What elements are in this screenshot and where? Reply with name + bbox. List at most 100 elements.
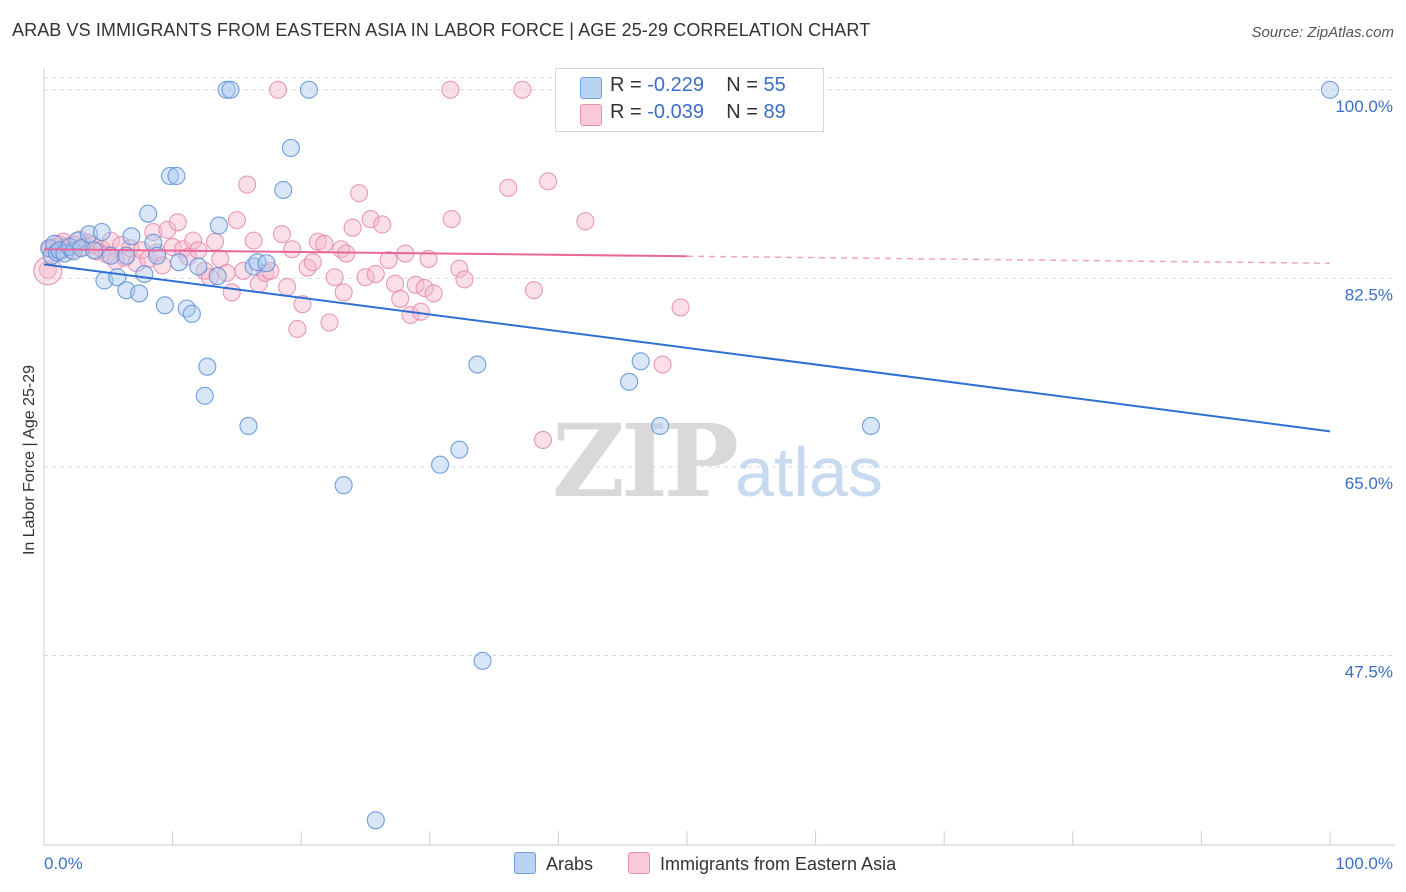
immigrants-point bbox=[303, 253, 322, 272]
y-tick-label: 47.5% bbox=[1345, 662, 1393, 681]
immigrants-point bbox=[244, 231, 263, 250]
arabs-swatch bbox=[580, 77, 602, 99]
immigrants-point bbox=[272, 225, 291, 244]
bottom-immigrants-swatch bbox=[628, 852, 650, 874]
arabs-point bbox=[299, 80, 318, 99]
arabs-point bbox=[366, 811, 385, 830]
immigrants-point bbox=[379, 250, 398, 270]
arabs-point bbox=[101, 246, 120, 265]
immigrants-point bbox=[366, 264, 385, 284]
arabs-point bbox=[281, 138, 300, 158]
immigrants-point bbox=[424, 284, 443, 303]
immigrants-point bbox=[288, 319, 307, 339]
immigrants-point bbox=[293, 295, 312, 314]
y-tick-label: 100.0% bbox=[1335, 97, 1393, 116]
arabs-trend-line bbox=[43, 263, 1331, 433]
immigrants-point bbox=[184, 231, 203, 250]
arabs-point bbox=[450, 440, 469, 459]
arabs-point bbox=[248, 253, 267, 272]
arabs-point bbox=[122, 227, 141, 246]
bottom-legend-immigrants: Immigrants from Eastern Asia bbox=[628, 852, 896, 875]
immigrants-point bbox=[419, 249, 438, 268]
arabs-point bbox=[274, 180, 293, 200]
immigrants-point bbox=[298, 258, 317, 277]
immigrants-point bbox=[269, 80, 288, 99]
arabs-point bbox=[182, 304, 201, 323]
arabs-point bbox=[209, 216, 228, 235]
arabs-point bbox=[239, 416, 258, 435]
x-tick-label-right: 100.0% bbox=[1335, 854, 1393, 873]
legend-arabs-r-label: R = bbox=[610, 74, 642, 96]
immigrants-point bbox=[158, 220, 177, 239]
arabs-point bbox=[1320, 80, 1340, 99]
source-label: Source: ZipAtlas.com bbox=[1251, 24, 1394, 41]
legend-arabs-text: R = -0.229 N = 55 bbox=[610, 74, 786, 97]
bottom-arabs-label: Arabs bbox=[546, 854, 594, 874]
immigrants-point bbox=[334, 283, 353, 302]
immigrants-trend-line-extrapolated bbox=[686, 255, 1331, 264]
immigrants-point bbox=[144, 222, 163, 242]
legend-immigrants-r-value: -0.039 bbox=[647, 101, 704, 123]
legend-immigrants-r-label: R = bbox=[610, 101, 642, 123]
arabs-point bbox=[92, 222, 111, 242]
arabs-point bbox=[431, 455, 450, 474]
immigrants-point bbox=[533, 430, 553, 450]
immigrants-point bbox=[450, 259, 469, 278]
immigrants-point bbox=[222, 283, 241, 302]
immigrants-point bbox=[539, 172, 558, 191]
arabs-point bbox=[169, 253, 189, 272]
immigrants-point bbox=[441, 80, 460, 99]
immigrants-point bbox=[524, 281, 544, 300]
immigrants-point bbox=[391, 289, 410, 308]
immigrants-point bbox=[415, 278, 434, 298]
tick-label-layer: 100.0% 82.5% 65.0% 47.5% 0.0% 100.0% bbox=[44, 97, 1393, 873]
immigrants-point bbox=[455, 270, 474, 289]
bottom-immigrants-label: Immigrants from Eastern Asia bbox=[660, 854, 897, 874]
immigrants-trend-line bbox=[43, 248, 688, 258]
immigrants-point bbox=[576, 212, 595, 231]
bottom-legend-arabs: Arabs bbox=[514, 852, 593, 875]
immigrants-point bbox=[361, 210, 380, 229]
immigrants-swatch bbox=[580, 104, 602, 126]
immigrants-point bbox=[442, 210, 461, 229]
arabs-point bbox=[198, 357, 217, 376]
immigrants-point bbox=[234, 261, 253, 280]
immigrants-point bbox=[238, 175, 257, 194]
immigrants-point bbox=[653, 355, 672, 374]
y-tick-label: 65.0% bbox=[1345, 474, 1393, 493]
immigrants-point bbox=[227, 211, 246, 230]
immigrants-point bbox=[373, 215, 392, 234]
immigrants-point bbox=[671, 298, 690, 317]
immigrants-point bbox=[283, 240, 302, 259]
grid-layer bbox=[44, 77, 1395, 656]
arabs-point bbox=[208, 267, 227, 286]
arabs-point bbox=[217, 80, 236, 99]
arabs-point bbox=[221, 80, 240, 99]
immigrants-point bbox=[343, 218, 362, 237]
watermark: ZIPatlas bbox=[552, 402, 883, 520]
watermark-zip: ZIP bbox=[552, 402, 739, 520]
immigrants-point bbox=[315, 234, 334, 253]
arabs-point bbox=[139, 204, 158, 223]
immigrants-point bbox=[278, 277, 297, 297]
legend-arabs-r-value: -0.229 bbox=[647, 74, 704, 96]
arabs-point bbox=[177, 299, 196, 318]
arabs-point bbox=[257, 254, 276, 273]
immigrants-point bbox=[499, 178, 518, 197]
arabs-point bbox=[620, 372, 639, 391]
legend-immigrants-text: R = -0.039 N = 89 bbox=[610, 101, 786, 124]
arabs-point bbox=[167, 166, 186, 186]
y-tick-label: 82.5% bbox=[1345, 285, 1393, 304]
immigrants-point bbox=[356, 268, 375, 287]
arabs-point bbox=[468, 355, 487, 374]
immigrants-point bbox=[386, 274, 405, 293]
arabs-points bbox=[40, 80, 1340, 830]
immigrants-point bbox=[513, 80, 532, 99]
trend-layer bbox=[43, 248, 1331, 433]
legend-arabs-n-label: N = bbox=[726, 74, 758, 96]
legend-immigrants-n-value: 89 bbox=[763, 101, 786, 123]
immigrants-points bbox=[33, 80, 690, 450]
arabs-point bbox=[631, 352, 650, 371]
immigrants-point bbox=[168, 213, 187, 232]
